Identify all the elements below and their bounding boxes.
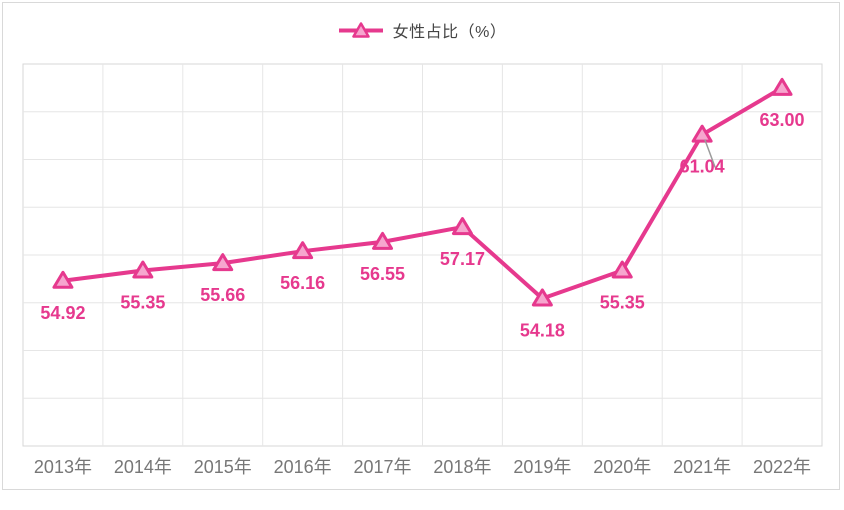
x-axis-label: 2020年	[593, 457, 651, 477]
data-point-marker[interactable]	[132, 260, 154, 279]
x-axis-label: 2019年	[513, 457, 571, 477]
data-label: 63.00	[760, 110, 805, 130]
x-axis-label: 2013年	[34, 457, 92, 477]
data-point-marker[interactable]	[611, 260, 633, 279]
legend: 女性占比（%）	[0, 18, 844, 42]
data-label: 61.04	[680, 157, 725, 177]
x-axis-label: 2022年	[753, 457, 811, 477]
data-label: 57.17	[440, 249, 485, 269]
chart-card	[2, 2, 840, 490]
data-label: 56.55	[360, 264, 405, 284]
data-point-marker[interactable]	[292, 241, 314, 260]
data-point-marker[interactable]	[771, 77, 793, 96]
data-point-marker[interactable]	[451, 217, 473, 236]
x-axis-label: 2014年	[114, 457, 172, 477]
x-axis-label: 2015年	[194, 457, 252, 477]
series-line	[60, 85, 785, 301]
data-point-marker[interactable]	[52, 270, 74, 289]
data-label: 56.16	[280, 273, 325, 293]
mouse-cursor	[704, 139, 716, 168]
legend-item[interactable]: 女性占比（%）	[338, 18, 507, 42]
data-label: 54.92	[40, 303, 85, 323]
data-label: 55.66	[200, 285, 245, 305]
data-label: 55.35	[120, 293, 165, 313]
legend-line-triangle-icon	[338, 21, 383, 38]
x-axis-label: 2017年	[354, 457, 412, 477]
x-axis-label: 2018年	[433, 457, 491, 477]
data-label: 55.35	[600, 293, 645, 313]
data-point-marker[interactable]	[212, 253, 234, 272]
data-label: 54.18	[520, 320, 565, 340]
x-axis-label: 2021年	[673, 457, 731, 477]
data-point-marker[interactable]	[531, 288, 553, 307]
data-point-marker[interactable]	[691, 124, 713, 143]
legend-label: 女性占比（%）	[392, 24, 507, 41]
x-axis-label: 2016年	[274, 457, 332, 477]
data-point-marker[interactable]	[372, 231, 394, 250]
